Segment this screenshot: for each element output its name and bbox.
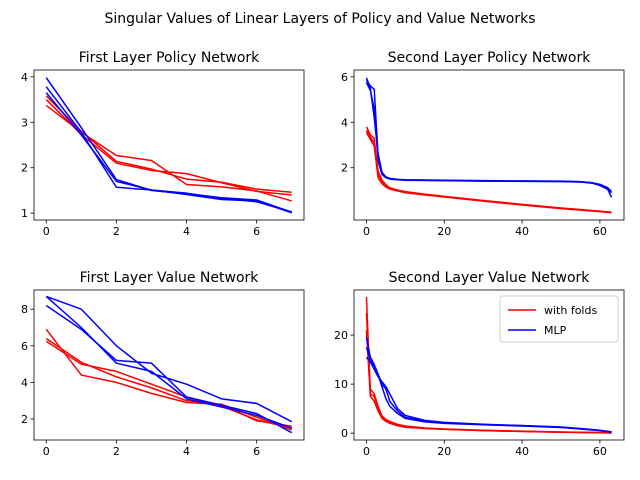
x-tick-label: 40 [515, 225, 529, 238]
x-tick-label: 20 [437, 445, 451, 458]
series-line-mlp-6 [365, 347, 612, 434]
series-lines [365, 77, 613, 214]
x-tick-label: 20 [437, 225, 451, 238]
x-tick-label: 0 [363, 225, 370, 238]
subplot-title: Second Layer Policy Network [388, 50, 592, 66]
y-tick-label: 4 [21, 376, 28, 389]
x-tick-label: 2 [113, 445, 120, 458]
x-tick-label: 2 [113, 225, 120, 238]
y-tick-label: 8 [21, 303, 28, 316]
legend-label: MLP [544, 324, 567, 337]
x-tick-label: 6 [253, 445, 260, 458]
figure-suptitle: Singular Values of Linear Layers of Poli… [104, 11, 535, 27]
series-line-mlp-6 [45, 295, 292, 429]
x-tick-label: 4 [183, 225, 190, 238]
y-tick-label: 20 [334, 329, 348, 342]
axes-frame [353, 289, 625, 441]
x-tick-label: 40 [515, 445, 529, 458]
series-line-with-folds-3 [365, 330, 612, 434]
y-tick-label: 1 [21, 207, 28, 220]
x-tick-label: 0 [43, 445, 50, 458]
subplot-3: First Layer Value Network 0 2 4 6 2 4 6 8 [21, 270, 305, 458]
x-tick-label: 6 [253, 225, 260, 238]
y-tick-label: 3 [21, 116, 28, 129]
y-tick-label: 0 [341, 427, 348, 440]
legend: with folds MLP [499, 295, 619, 343]
y-tick-label: 6 [341, 71, 348, 84]
subplot-2: Second Layer Policy Network 0 20 40 60 2 4 6 [341, 50, 625, 238]
x-tick-label: 0 [363, 445, 370, 458]
y-tick-label: 2 [21, 413, 28, 426]
subplot-1: First Layer Policy Network 0 2 4 6 1 2 3 4 [21, 50, 305, 238]
y-tick-label: 4 [21, 71, 28, 84]
series-lines [45, 77, 292, 214]
series-line-mlp-4 [46, 295, 293, 423]
series-lines [45, 295, 293, 434]
x-tick-label: 60 [593, 225, 607, 238]
subplot-title: First Layer Policy Network [79, 50, 260, 66]
y-tick-label: 6 [21, 340, 28, 353]
series-line-mlp-6 [365, 79, 613, 193]
y-tick-label: 10 [334, 378, 348, 391]
subplot-4: Second Layer Value Network 0 20 40 60 0 10 20 wi… [334, 270, 625, 458]
y-tick-label: 4 [341, 116, 348, 129]
subplot-title: Second Layer Value Network [389, 270, 591, 286]
subplot-title: First Layer Value Network [80, 270, 260, 286]
series-line-with-folds-3 [45, 99, 292, 196]
x-tick-label: 60 [593, 445, 607, 458]
series-line-with-folds-3 [45, 340, 292, 429]
axes-frame [353, 69, 625, 221]
x-tick-label: 0 [43, 225, 50, 238]
series-line-with-folds-3 [365, 129, 612, 214]
axes-frame [33, 69, 305, 221]
x-tick-label: 4 [183, 445, 190, 458]
legend-label: with folds [544, 304, 597, 317]
axes-frame [33, 289, 305, 441]
series-lines [365, 296, 612, 434]
y-tick-label: 2 [21, 162, 28, 175]
series-line-mlp-6 [45, 92, 292, 213]
y-tick-label: 2 [341, 162, 348, 175]
